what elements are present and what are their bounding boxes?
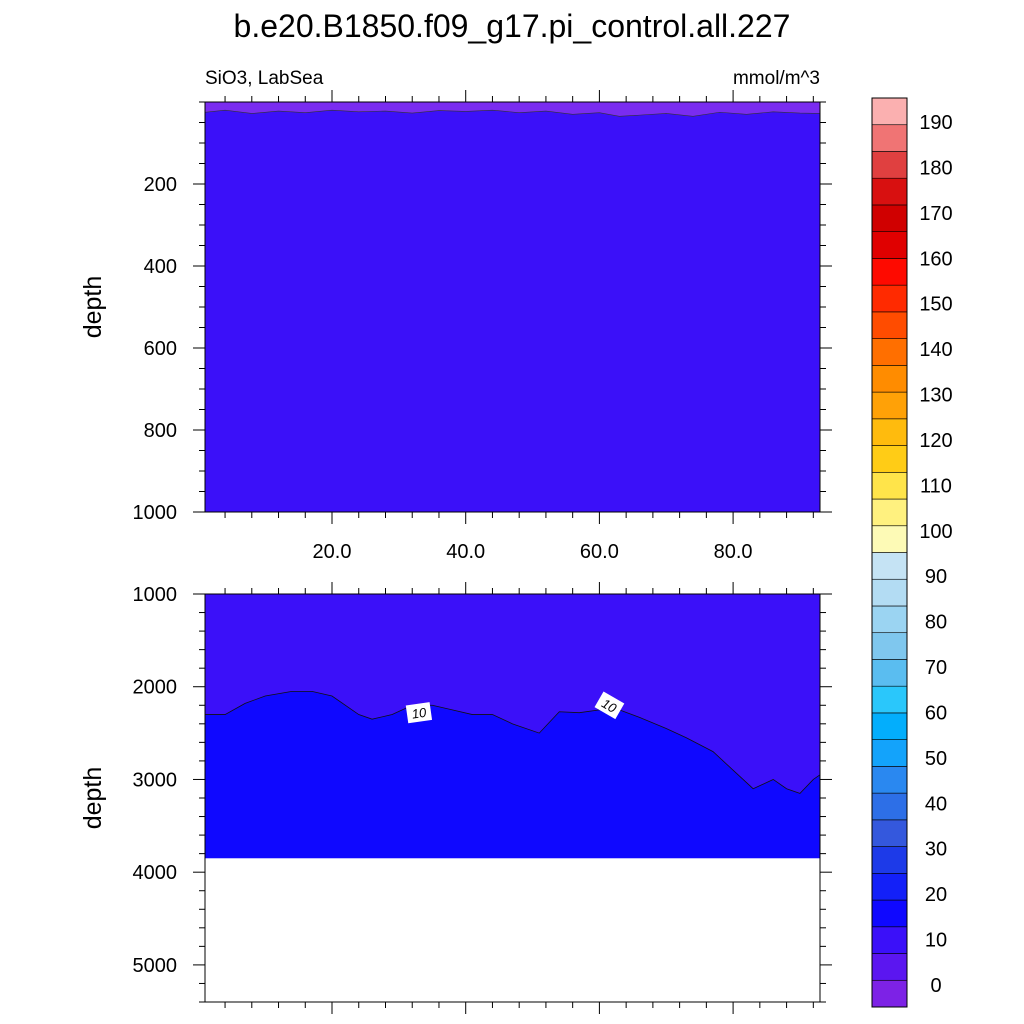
colorbar-swatch [871, 712, 908, 740]
colorbar-swatch [871, 739, 908, 767]
contour-label-box [405, 702, 433, 724]
colorbar-label: 100 [919, 521, 952, 543]
colorbar-label: 90 [925, 566, 947, 588]
lower-panel: 10 10 1000 2000 3000 4000 5000 depth [79, 582, 832, 1014]
colorbar-swatch [871, 685, 908, 714]
fill-region-5-10 [205, 102, 820, 512]
colorbar-label: 20 [925, 884, 947, 906]
x-tick-label: 20.0 [313, 541, 352, 563]
y-tick-label: 1000 [133, 502, 178, 524]
colorbar-swatch [871, 204, 908, 232]
upper-panel: 20.0 40.0 60.0 80.0 200 400 600 800 1000 depth [79, 90, 832, 563]
contour-line-10 [205, 690, 821, 794]
colorbar-swatch [871, 338, 908, 366]
colorbar-swatch [871, 578, 908, 607]
y-tick-label: 2000 [133, 677, 178, 699]
colorbar-swatch [871, 445, 908, 473]
colorbar-label: 160 [919, 248, 952, 270]
y-tick-label: 1000 [133, 584, 178, 606]
y-tick-label: 5000 [133, 955, 178, 977]
subtitle-right: mmol/m^3 [733, 68, 820, 89]
contour-label-box [594, 691, 625, 720]
colorbar-swatch [871, 632, 908, 660]
colorbar-swatch [871, 365, 908, 393]
colorbar-label: 180 [919, 157, 952, 179]
colorbar-label: 60 [925, 702, 947, 724]
plot-title: b.e20.B1850.f09_g17.pi_control.all.227 [234, 8, 791, 44]
y-tick-label: 400 [144, 256, 177, 278]
y-tick-label: 200 [144, 174, 177, 196]
colorbar-swatch [871, 258, 908, 286]
colorbar-label: 0 [930, 975, 941, 997]
colorbar-label: 130 [919, 385, 952, 407]
colorbar-label: 170 [919, 203, 952, 225]
colorbar-swatch [871, 846, 908, 874]
y-axis-label: depth [79, 276, 107, 339]
colorbar-swatch [871, 177, 908, 206]
y-axis-label: depth [79, 767, 107, 830]
colorbar-swatch [871, 792, 908, 821]
colorbar-label: 190 [919, 112, 952, 134]
colorbar-swatch [871, 231, 908, 259]
x-tick-label: 60.0 [580, 541, 619, 563]
colorbar-label: 110 [920, 475, 952, 497]
colorbar-label: 80 [925, 612, 947, 634]
colorbar-swatch [871, 926, 908, 954]
colorbar-label: 120 [919, 430, 952, 452]
fill-region-5-10 [205, 594, 820, 794]
y-tick-label: 3000 [133, 769, 178, 791]
colorbar-swatch [871, 151, 908, 179]
colorbar-swatch [871, 899, 908, 928]
colorbar-label: 30 [925, 839, 947, 861]
colorbar-swatch [871, 819, 908, 847]
colorbar-label: 70 [925, 657, 947, 679]
colorbar-label: 40 [925, 793, 947, 815]
colorbar-swatch [871, 873, 908, 901]
contour-label-group: 10 [405, 702, 433, 724]
x-tick-label: 80.0 [714, 541, 753, 563]
colorbar-swatch [871, 498, 908, 527]
colorbar-swatch [871, 659, 908, 687]
colorbar-swatch [871, 605, 908, 634]
colorbar-label: 150 [919, 294, 952, 316]
colorbar-swatch [871, 97, 908, 126]
colorbar-label: 140 [919, 339, 952, 361]
contour-label: 10 [411, 705, 428, 722]
colorbar-swatch [871, 552, 908, 580]
colorbar-label: 50 [925, 748, 947, 770]
colorbar-swatch [871, 979, 908, 1008]
colorbar-swatch [871, 953, 908, 981]
subtitle-left: SiO3, LabSea [205, 68, 324, 89]
x-tick-label: 40.0 [446, 541, 485, 563]
colorbar-swatch [871, 766, 908, 794]
y-tick-label: 4000 [133, 862, 178, 884]
colorbar-swatch [871, 311, 908, 339]
colorbar-swatch [871, 471, 908, 500]
colorbar-swatch [871, 418, 908, 446]
colorbar: 0 10 20 30 40 50 60 70 80 90 100 110 120 130 140 150 160… [871, 97, 953, 1008]
colorbar-label: 10 [925, 930, 947, 952]
fill-region-0-5 [204, 101, 821, 117]
colorbar-swatch [871, 284, 908, 313]
y-tick-label: 600 [144, 338, 177, 360]
colorbar-swatch [871, 391, 908, 420]
colorbar-swatch [871, 525, 908, 553]
colorbar-swatch [871, 124, 908, 152]
colorbar-frame [871, 97, 908, 1008]
contour-label-group: 10 [594, 691, 625, 720]
y-tick-label: 800 [144, 420, 177, 442]
